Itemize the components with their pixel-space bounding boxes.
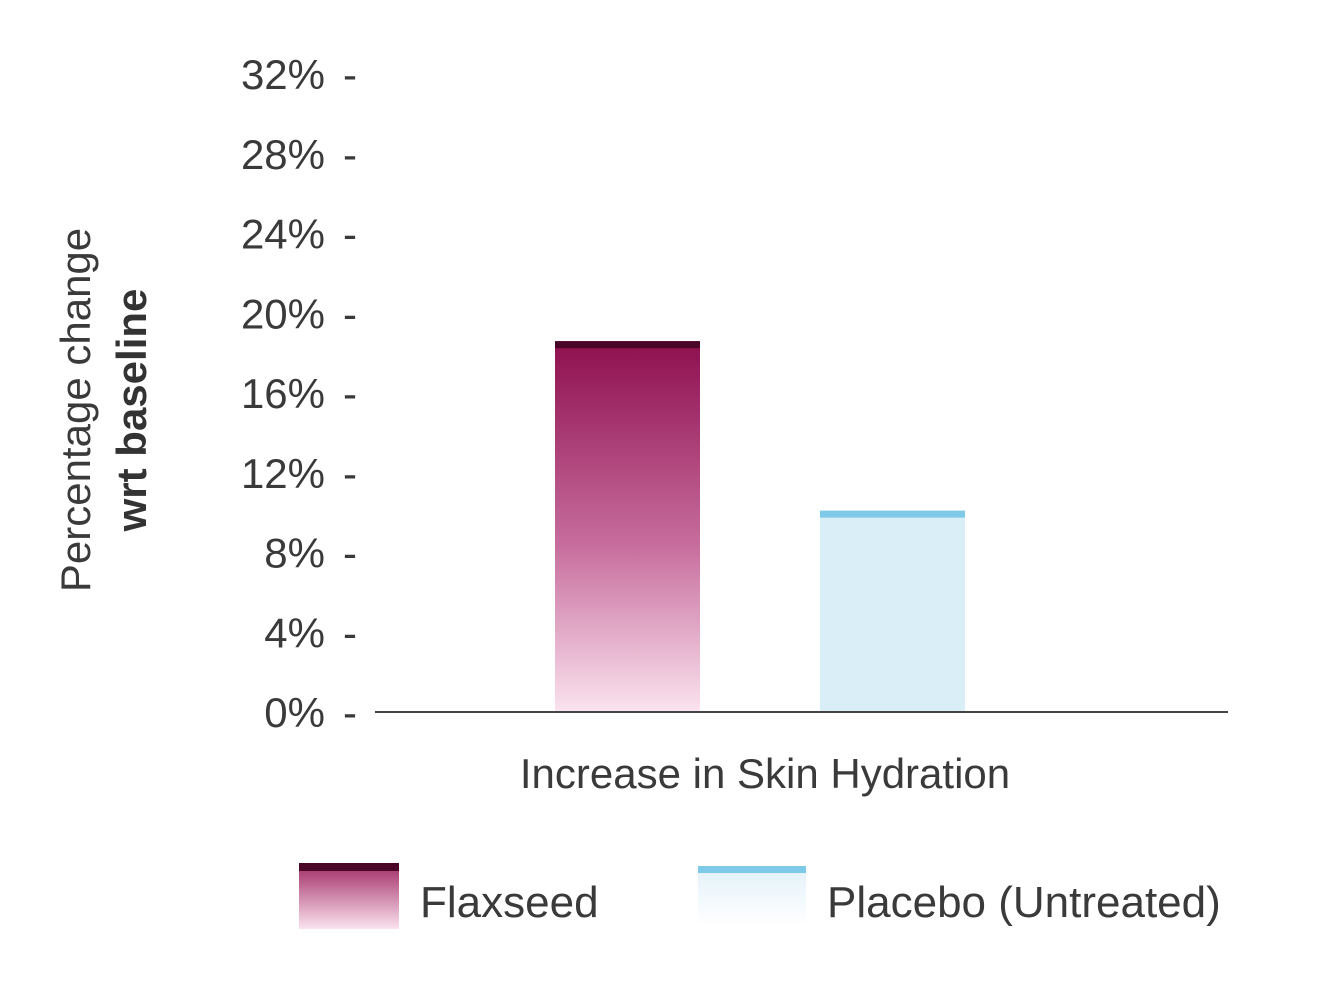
bars	[555, 341, 965, 712]
y-axis-title: Percentage change wrt baseline	[52, 228, 155, 592]
y-tick-label: 16%	[241, 370, 325, 417]
y-axis-ticks: 0% -4% -8% -12% -16% -20% -24% -28% -32% -	[241, 51, 357, 736]
bar-flaxseed	[555, 341, 700, 712]
legend-label-placebo: Placebo (Untreated)	[827, 878, 1221, 927]
legend-swatch-placebo	[698, 866, 806, 926]
y-tick-label: 24%	[241, 211, 325, 258]
y-tick-mark: -	[343, 450, 357, 497]
y-tick-label: 28%	[241, 131, 325, 178]
y-tick-label: 32%	[241, 51, 325, 98]
y-tick-mark: -	[343, 51, 357, 98]
y-tick-label: 4%	[264, 609, 325, 656]
y-tick-label: 0%	[264, 689, 325, 736]
legend-item-placebo: Placebo (Untreated)	[698, 866, 1221, 927]
y-tick-label: 20%	[241, 290, 325, 337]
bar-placebo	[820, 510, 965, 712]
y-tick-mark: -	[343, 530, 357, 577]
y-tick-label: 12%	[241, 450, 325, 497]
bar-cap-flaxseed	[555, 341, 700, 349]
legend-item-flaxseed: Flaxseed	[299, 863, 599, 929]
y-tick-mark: -	[343, 211, 357, 258]
y-tick-mark: -	[343, 290, 357, 337]
y-tick-mark: -	[343, 689, 357, 736]
y-tick-mark: -	[343, 370, 357, 417]
y-axis-label-bold: wrt baseline	[108, 289, 155, 533]
legend: Flaxseed Placebo (Untreated)	[299, 863, 1221, 929]
y-tick-label: 8%	[264, 530, 325, 577]
legend-label-flaxseed: Flaxseed	[420, 878, 599, 927]
y-tick-mark: -	[343, 609, 357, 656]
x-category-label: Increase in Skin Hydration	[520, 750, 1010, 797]
y-axis-label: Percentage change	[52, 228, 99, 592]
legend-swatch-flaxseed-top	[299, 863, 399, 871]
legend-swatch-placebo-top	[698, 866, 806, 873]
bar-cap-placebo	[820, 510, 965, 518]
legend-swatch-flaxseed	[299, 863, 399, 929]
y-tick-mark: -	[343, 131, 357, 178]
